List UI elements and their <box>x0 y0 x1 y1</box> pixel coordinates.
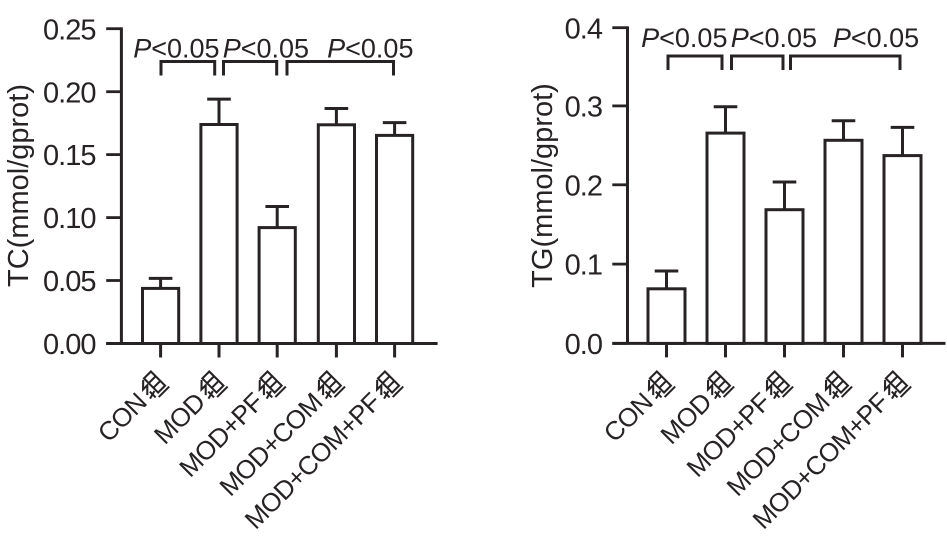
svg-text:TC(mmol/gprot): TC(mmol/gprot) <box>3 84 35 287</box>
svg-text:0.0: 0.0 <box>565 329 602 361</box>
svg-text:P<0.05: P<0.05 <box>833 23 919 53</box>
svg-text:P<0.05: P<0.05 <box>223 34 309 64</box>
svg-text:0.10: 0.10 <box>43 203 95 235</box>
svg-text:0.25: 0.25 <box>43 14 95 46</box>
svg-text:0.05: 0.05 <box>43 266 95 298</box>
svg-text:0.20: 0.20 <box>43 77 95 109</box>
svg-text:0.1: 0.1 <box>565 250 602 282</box>
svg-text:P<0.05: P<0.05 <box>327 34 413 64</box>
svg-text:0.2: 0.2 <box>565 170 602 202</box>
svg-text:0.4: 0.4 <box>565 13 603 45</box>
svg-text:TG(mmol/gprot): TG(mmol/gprot) <box>527 83 559 288</box>
svg-text:P<0.05: P<0.05 <box>133 34 219 64</box>
svg-text:P<0.05: P<0.05 <box>641 23 727 53</box>
svg-text:0.00: 0.00 <box>43 329 95 361</box>
svg-text:0.15: 0.15 <box>43 140 95 172</box>
svg-text:P<0.05: P<0.05 <box>731 23 817 53</box>
svg-text:0.3: 0.3 <box>565 92 602 124</box>
